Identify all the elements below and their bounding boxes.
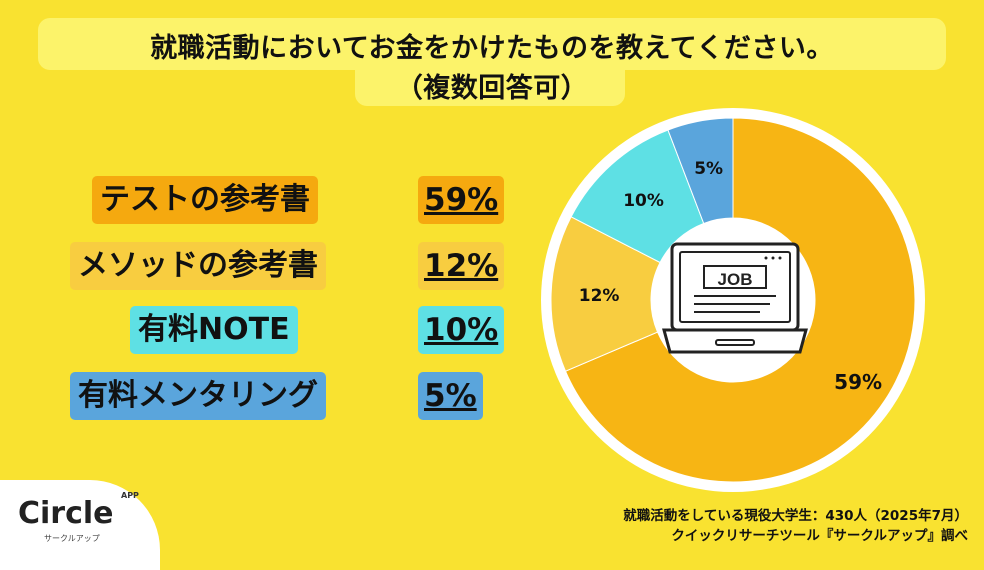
legend-pct-test-books: 59% [418,176,505,224]
legend-pct-paid-mentoring: 5% [418,372,483,420]
footnote-source: クイックリサーチツール『サークルアップ』調べ [671,528,968,544]
donut-chart: 59% 12% 10% 5% JOB [541,108,925,492]
logo-subtitle: サークルアップ [44,534,100,543]
chart-title: 就職活動においてお金をかけたものを教えてください。 [150,33,834,64]
slice-labels: 59% 12% 10% 5% [579,159,882,394]
logo-app-label: APP [121,491,139,500]
circle-app-logo: Circle [18,496,114,531]
legend-pct-paid-note: 10% [418,306,505,354]
laptop-job-icon [662,242,808,354]
job-icon-text: JOB [718,270,753,289]
legend-label-paid-mentoring: 有料メンタリング [70,372,326,420]
slice-label-paid-note: 10% [623,191,664,211]
slice-label-test-books: 59% [834,370,882,394]
chart-subtitle: （複数回答可） [395,73,589,104]
title-background-2 [355,58,625,106]
legend-label-test-books: テストの参考書 [92,176,318,224]
donut-slices [550,117,916,483]
slice-label-paid-mentoring: 5% [694,159,723,179]
footnote-survey: 就職活動をしている現役大学生：430人（2025年7月） [623,508,968,524]
slice-label-method-books: 12% [579,286,620,306]
legend-label-paid-note: 有料NOTE [130,306,298,354]
legend-label-method-books: メソッドの参考書 [70,242,326,290]
legend-pct-method-books: 12% [418,242,505,290]
